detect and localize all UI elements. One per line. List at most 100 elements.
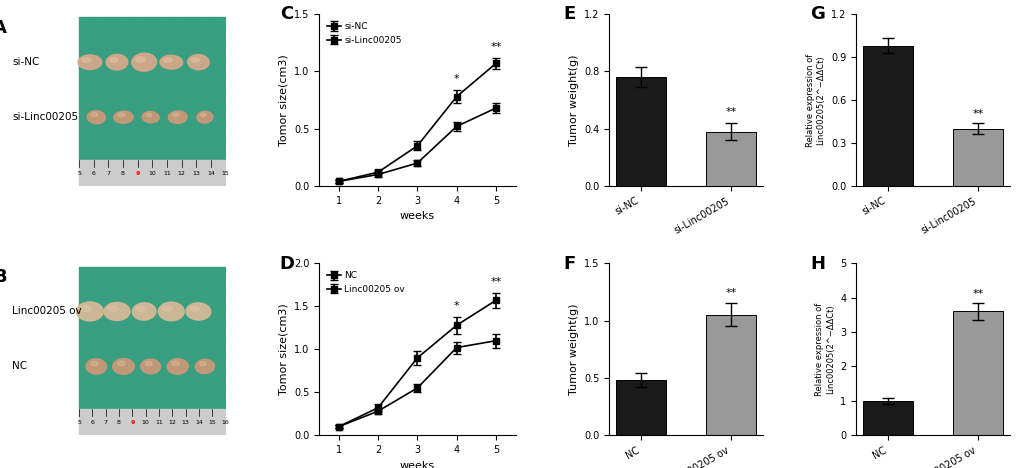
Ellipse shape: [118, 113, 124, 117]
Y-axis label: Relative expression of
Linc00205(2^−ΔΔCt): Relative expression of Linc00205(2^−ΔΔCt…: [814, 303, 834, 396]
Text: 9: 9: [136, 170, 140, 176]
Bar: [705, 315, 755, 435]
Ellipse shape: [113, 358, 135, 374]
Bar: [615, 77, 665, 186]
Text: si-Linc00205: si-Linc00205: [12, 112, 78, 122]
Ellipse shape: [145, 361, 152, 366]
Ellipse shape: [200, 362, 206, 366]
Ellipse shape: [82, 58, 91, 62]
Text: 5: 5: [77, 170, 81, 176]
Text: 13: 13: [193, 170, 200, 176]
Ellipse shape: [108, 306, 118, 312]
Ellipse shape: [197, 111, 213, 123]
Ellipse shape: [167, 358, 189, 374]
Text: si-NC: si-NC: [12, 57, 40, 67]
Ellipse shape: [109, 58, 118, 62]
Bar: [79, 267, 225, 410]
Y-axis label: Tumor weight(g): Tumor weight(g): [568, 304, 578, 395]
Text: 11: 11: [163, 170, 171, 176]
Bar: [615, 380, 665, 435]
Bar: [953, 312, 1002, 435]
Bar: [705, 132, 755, 186]
Text: H: H: [809, 255, 824, 273]
Text: **: **: [725, 107, 736, 117]
Ellipse shape: [104, 302, 129, 321]
Legend: si-NC, si-Linc00205: si-NC, si-Linc00205: [323, 19, 405, 48]
Text: **: **: [971, 109, 982, 118]
Text: 7: 7: [106, 170, 110, 176]
Text: **: **: [971, 289, 982, 299]
Text: 8: 8: [121, 170, 125, 176]
Text: 12: 12: [177, 170, 185, 176]
Text: 14: 14: [207, 170, 215, 176]
Ellipse shape: [88, 111, 105, 124]
Text: E: E: [562, 6, 575, 23]
Bar: [79, 17, 225, 160]
Text: NC: NC: [12, 361, 28, 372]
Ellipse shape: [160, 55, 182, 69]
Text: F: F: [562, 255, 575, 273]
Text: 6: 6: [92, 170, 96, 176]
Text: 15: 15: [208, 420, 216, 425]
Text: 16: 16: [221, 420, 229, 425]
Text: 15: 15: [221, 170, 229, 176]
Ellipse shape: [76, 302, 103, 321]
Y-axis label: Tumor weight(g): Tumor weight(g): [568, 54, 578, 146]
Y-axis label: Relative expression of
Linc00205(2^−ΔΔCt): Relative expression of Linc00205(2^−ΔΔCt…: [805, 53, 824, 146]
Text: D: D: [279, 255, 294, 273]
Ellipse shape: [117, 361, 125, 366]
Bar: [953, 129, 1002, 186]
Text: **: **: [490, 278, 501, 287]
Text: 12: 12: [168, 420, 176, 425]
Y-axis label: Tomor size(cm3): Tomor size(cm3): [278, 54, 288, 146]
Ellipse shape: [195, 359, 214, 373]
Text: 9: 9: [130, 420, 135, 425]
Ellipse shape: [190, 306, 200, 312]
Ellipse shape: [132, 303, 156, 320]
Ellipse shape: [136, 306, 145, 312]
Y-axis label: Tomor size(cm3): Tomor size(cm3): [278, 303, 288, 395]
Ellipse shape: [131, 53, 156, 71]
Text: 14: 14: [195, 420, 203, 425]
Bar: [862, 401, 912, 435]
Ellipse shape: [172, 113, 179, 117]
Ellipse shape: [158, 302, 184, 321]
Text: *: *: [453, 301, 460, 312]
Text: **: **: [725, 288, 736, 298]
Ellipse shape: [91, 361, 98, 366]
Ellipse shape: [172, 361, 179, 366]
Ellipse shape: [81, 306, 91, 312]
X-axis label: weeks: weeks: [399, 461, 434, 468]
Ellipse shape: [191, 58, 200, 62]
Text: B: B: [0, 269, 6, 286]
Ellipse shape: [114, 111, 133, 123]
Ellipse shape: [185, 303, 211, 320]
Text: 6: 6: [91, 420, 95, 425]
X-axis label: weeks: weeks: [399, 211, 434, 221]
Text: G: G: [809, 6, 824, 23]
Bar: [79, 160, 225, 186]
Text: 11: 11: [155, 420, 163, 425]
Text: 10: 10: [149, 170, 156, 176]
Ellipse shape: [163, 58, 172, 62]
Text: 7: 7: [104, 420, 108, 425]
Ellipse shape: [201, 113, 206, 117]
Ellipse shape: [86, 359, 106, 374]
Ellipse shape: [187, 55, 209, 70]
Ellipse shape: [136, 57, 146, 62]
Text: C: C: [279, 6, 292, 23]
Ellipse shape: [78, 55, 102, 69]
Bar: [862, 45, 912, 186]
Text: 5: 5: [77, 420, 81, 425]
Text: *: *: [453, 74, 460, 84]
Ellipse shape: [146, 113, 152, 117]
Text: Linc00205 ov: Linc00205 ov: [12, 307, 82, 316]
Legend: NC, Linc00205 ov: NC, Linc00205 ov: [323, 268, 409, 298]
Text: 13: 13: [181, 420, 190, 425]
Text: 10: 10: [142, 420, 150, 425]
Ellipse shape: [141, 359, 160, 374]
Ellipse shape: [162, 306, 172, 312]
Text: 8: 8: [117, 420, 121, 425]
Bar: [79, 410, 225, 435]
Ellipse shape: [92, 113, 98, 117]
